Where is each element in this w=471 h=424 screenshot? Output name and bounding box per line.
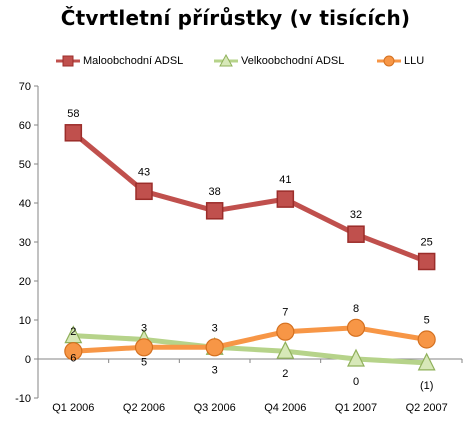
data-point-triangle	[347, 348, 365, 367]
legend: Maloobchodní ADSL Velkoobchodní ADSL LLU	[0, 52, 471, 70]
data-point-square	[64, 124, 83, 142]
y-tick-label: 10	[19, 315, 31, 327]
data-label: 2	[70, 326, 76, 338]
data-point-square	[205, 202, 224, 220]
legend-label: Velkoobchodní ADSL	[241, 55, 345, 67]
series-line	[70, 130, 430, 264]
x-tick-label: Q4 2006	[264, 402, 306, 414]
data-label: 38	[209, 186, 221, 198]
data-label: 2	[282, 368, 288, 380]
data-label: 5	[141, 357, 147, 369]
x-tick-label: Q2 2006	[123, 402, 165, 414]
data-point-circle	[134, 338, 154, 357]
data-point-square	[276, 190, 295, 208]
legend-item-retail-adsl: Maloobchodní ADSL	[55, 52, 183, 70]
data-label: 43	[138, 166, 150, 178]
data-label: 8	[353, 303, 359, 315]
legend-label: Maloobchodní ADSL	[83, 55, 184, 67]
y-tick-label: 70	[19, 81, 31, 93]
y-tick-label: 40	[19, 198, 31, 210]
data-label: 0	[353, 376, 359, 388]
data-label: 3	[141, 322, 147, 334]
y-tick-label: 0	[25, 354, 31, 366]
data-label: 3	[212, 364, 218, 376]
legend-marker-square-icon	[56, 55, 80, 67]
legend-item-llu: LLU	[376, 52, 424, 70]
y-tick-label: 50	[19, 159, 31, 171]
legend-marker-triangle-icon	[214, 54, 238, 67]
data-point-square	[135, 182, 153, 201]
data-point-circle	[276, 322, 295, 341]
data-label: 58	[67, 108, 79, 120]
x-tick-label: Q1 2007	[335, 402, 377, 414]
x-tick-label: Q2 2007	[406, 402, 448, 414]
data-point-circle	[346, 318, 366, 337]
data-label: 25	[421, 237, 433, 249]
data-point-circle	[417, 330, 436, 349]
data-label: 3	[212, 322, 218, 334]
data-point-square	[417, 252, 436, 271]
data-point-triangle	[276, 340, 295, 359]
legend-item-wholesale-adsl: Velkoobchodní ADSL	[213, 52, 344, 70]
data-label: (1)	[420, 380, 433, 392]
series-line	[70, 325, 430, 354]
data-point-circle	[205, 338, 224, 357]
y-tick-label: 30	[19, 237, 31, 249]
data-point-triangle	[417, 352, 436, 371]
data-point-square	[347, 225, 365, 243]
data-label: 32	[350, 209, 362, 221]
data-label: 6	[70, 353, 76, 365]
legend-marker-circle-icon	[377, 55, 401, 67]
legend-label: LLU	[404, 55, 425, 67]
y-tick-label: -10	[15, 393, 31, 405]
x-tick-label: Q1 2006	[52, 402, 94, 414]
chart-title: Čtvrtletní přírůstky (v tisících)	[60, 6, 411, 30]
series-line	[70, 333, 430, 366]
y-tick-label: 20	[19, 276, 31, 288]
x-tick-label: Q3 2006	[194, 402, 236, 414]
data-point-circle	[64, 342, 83, 361]
data-label: 41	[279, 174, 291, 186]
y-tick-label: 60	[19, 120, 31, 132]
data-label: 5	[424, 315, 430, 327]
data-label: 7	[282, 307, 288, 319]
